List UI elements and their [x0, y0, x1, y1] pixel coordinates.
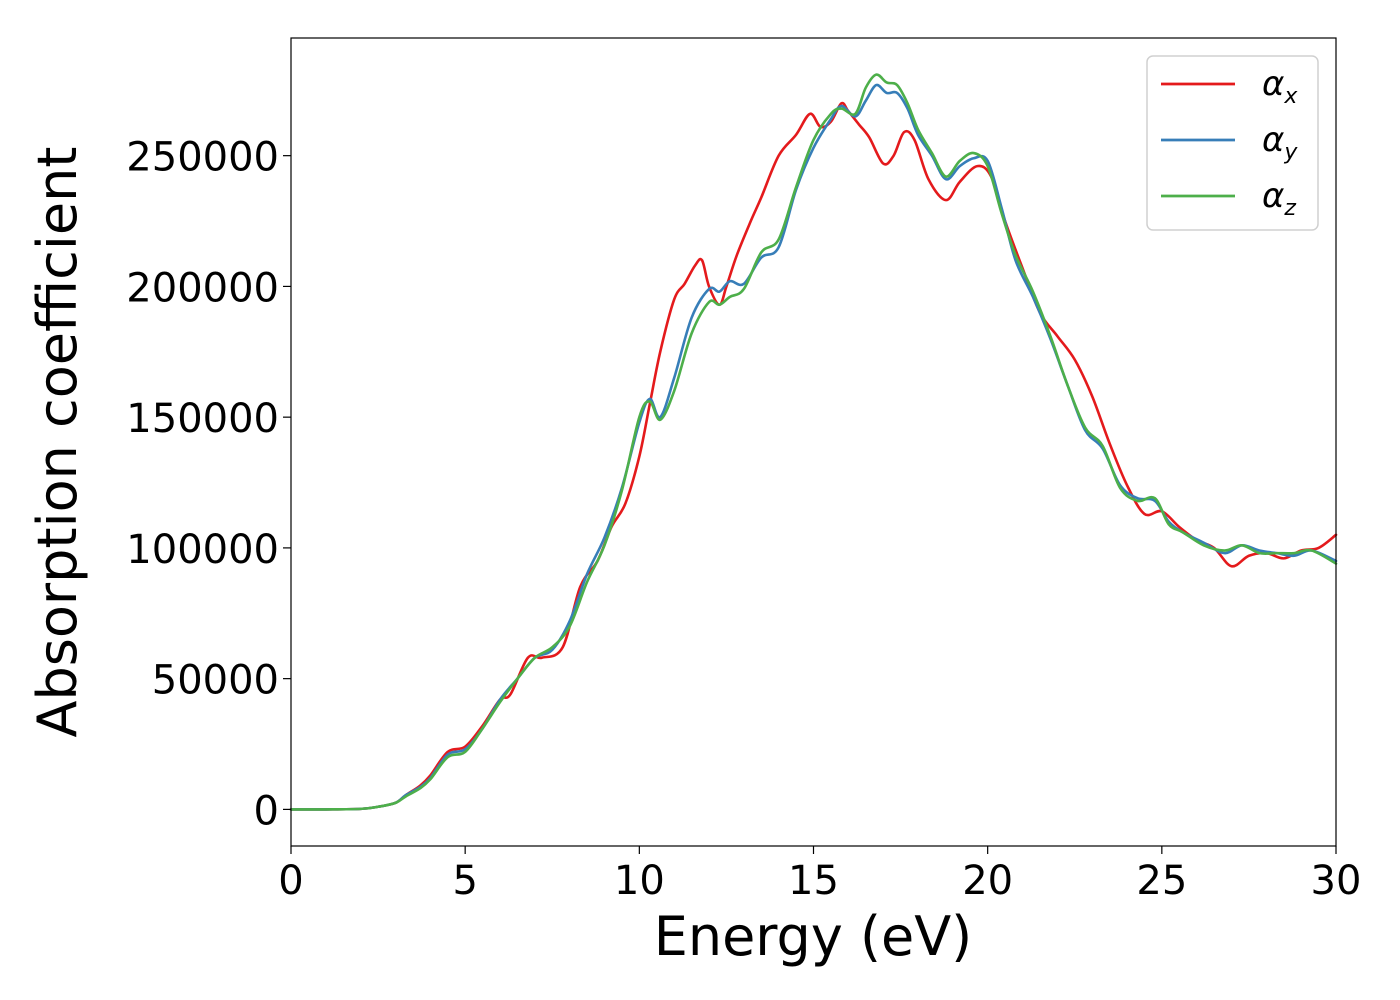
- y-tick-label: 100000: [126, 527, 279, 573]
- x-tick-label: 10: [614, 858, 665, 904]
- x-tick-label: 5: [452, 858, 477, 904]
- y-tick-label: 150000: [126, 396, 279, 442]
- series-layer: [289, 73, 1338, 811]
- legend-label: αz: [1262, 176, 1296, 221]
- x-tick-label: 25: [1136, 858, 1187, 904]
- x-tick-label: 20: [962, 858, 1013, 904]
- series-line-alpha-z: [289, 73, 1338, 811]
- x-axis: 0 5 10 15 20 25 30: [278, 846, 1361, 904]
- legend-label: αy: [1262, 120, 1298, 165]
- y-axis-title: Absorption coefficient: [26, 147, 89, 738]
- legend-label: αx: [1262, 64, 1298, 109]
- x-tick-label: 15: [788, 858, 839, 904]
- y-tick-label: 50000: [152, 658, 279, 704]
- y-tick-label: 0: [254, 788, 279, 834]
- x-tick-label: 0: [278, 858, 303, 904]
- legend-box: [1146, 55, 1319, 231]
- y-tick-label: 200000: [126, 265, 279, 311]
- y-axis: 0 50000 100000 150000 200000 250000: [126, 135, 291, 834]
- legend: αx αy αz: [1146, 55, 1319, 231]
- x-tick-label: 30: [1311, 858, 1362, 904]
- x-axis-title: Energy (eV): [654, 905, 973, 968]
- y-tick-label: 250000: [126, 135, 279, 181]
